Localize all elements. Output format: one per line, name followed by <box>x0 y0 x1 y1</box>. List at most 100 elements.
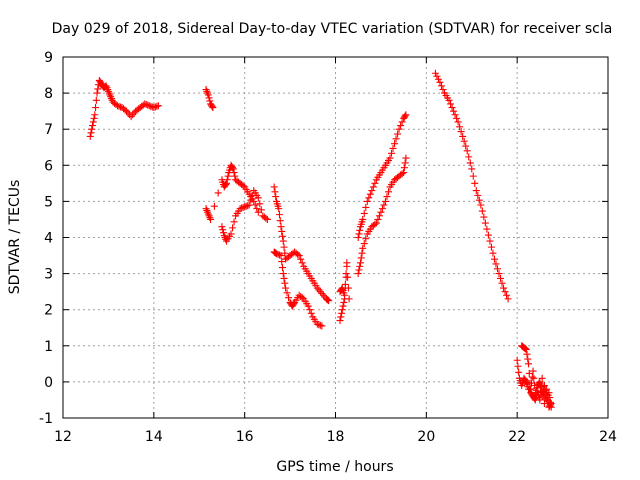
data-point <box>87 129 95 137</box>
data-point <box>253 205 261 213</box>
data-point <box>543 391 551 399</box>
data-point <box>526 379 534 387</box>
data-point <box>401 112 409 120</box>
data-point <box>319 291 327 299</box>
data-point <box>93 89 101 97</box>
data-point <box>239 203 247 211</box>
data-point <box>483 225 491 233</box>
data-point <box>290 300 298 308</box>
data-point <box>439 85 447 93</box>
data-point <box>524 355 532 363</box>
data-point <box>369 183 377 191</box>
data-point <box>528 373 536 381</box>
data-point <box>357 254 365 262</box>
y-tick-label: 9 <box>44 50 53 66</box>
data-point <box>229 164 237 172</box>
data-point <box>277 252 285 260</box>
data-point <box>389 144 397 152</box>
data-point <box>360 209 368 217</box>
data-point <box>468 165 476 173</box>
data-point <box>378 205 386 213</box>
data-point <box>209 104 217 112</box>
data-point <box>358 249 366 257</box>
data-point <box>433 72 441 80</box>
data-point <box>239 182 247 190</box>
data-point <box>324 296 332 304</box>
data-point <box>279 264 287 272</box>
data-point <box>345 295 353 303</box>
data-point <box>238 204 246 212</box>
data-point <box>356 226 364 234</box>
data-point <box>315 321 323 329</box>
data-point <box>454 118 462 126</box>
data-point <box>340 298 348 306</box>
chart-title: Day 029 of 2018, Sidereal Day-to-day VTE… <box>52 21 613 37</box>
data-point <box>398 170 406 178</box>
data-point <box>221 234 229 241</box>
data-point <box>224 172 232 180</box>
data-point <box>362 235 370 243</box>
data-point <box>530 374 538 382</box>
data-point <box>130 109 138 117</box>
data-point <box>383 193 391 201</box>
data-point <box>398 118 406 126</box>
data-point <box>481 219 489 227</box>
data-point <box>536 378 544 386</box>
x-tick-label: 18 <box>327 429 345 445</box>
data-point <box>400 169 408 177</box>
data-point <box>251 201 259 209</box>
data-point <box>121 106 129 114</box>
data-point <box>141 100 149 108</box>
data-point <box>124 109 132 117</box>
data-point <box>402 154 410 162</box>
y-tick-label: 0 <box>44 375 53 391</box>
x-tick-labels: 12 14 16 18 20 22 24 <box>54 429 617 445</box>
data-point <box>306 306 314 314</box>
data-point <box>465 153 473 161</box>
data-point <box>536 396 544 404</box>
data-point <box>501 288 509 296</box>
data-point <box>514 362 522 370</box>
data-point <box>279 237 287 245</box>
data-point <box>453 114 461 122</box>
data-point <box>471 179 479 187</box>
data-point <box>343 259 351 267</box>
data-point <box>495 270 503 278</box>
data-point <box>338 306 346 314</box>
data-point <box>360 240 368 248</box>
data-point <box>222 181 230 189</box>
data-point <box>359 215 367 223</box>
data-point <box>282 284 290 292</box>
y-tick-labels: -1 0 1 2 3 4 5 6 7 8 9 <box>39 50 53 427</box>
data-point <box>529 367 537 375</box>
data-point <box>150 104 158 112</box>
data-point <box>280 274 288 282</box>
data-point <box>341 280 349 288</box>
data-point <box>344 273 352 281</box>
data-point <box>204 89 212 97</box>
data-point <box>447 100 455 108</box>
x-tick-label: 24 <box>599 429 617 445</box>
data-point <box>397 122 405 130</box>
data-point <box>274 250 282 258</box>
data-point <box>437 82 445 90</box>
data-point <box>129 111 137 119</box>
data-point <box>478 207 486 215</box>
data-point <box>298 294 306 302</box>
data-point <box>339 302 347 310</box>
data-point <box>263 215 271 223</box>
data-point <box>336 317 344 325</box>
data-point <box>354 234 362 241</box>
data-point <box>459 132 467 140</box>
data-point <box>522 345 530 353</box>
data-point <box>278 227 286 235</box>
data-point <box>434 75 442 83</box>
data-point <box>542 390 550 398</box>
y-tick-label: 1 <box>44 339 53 355</box>
data-point <box>401 159 409 167</box>
data-point <box>229 165 237 173</box>
data-point <box>295 252 303 260</box>
data-point <box>218 223 226 231</box>
data-point <box>298 259 306 267</box>
data-point <box>374 215 382 223</box>
